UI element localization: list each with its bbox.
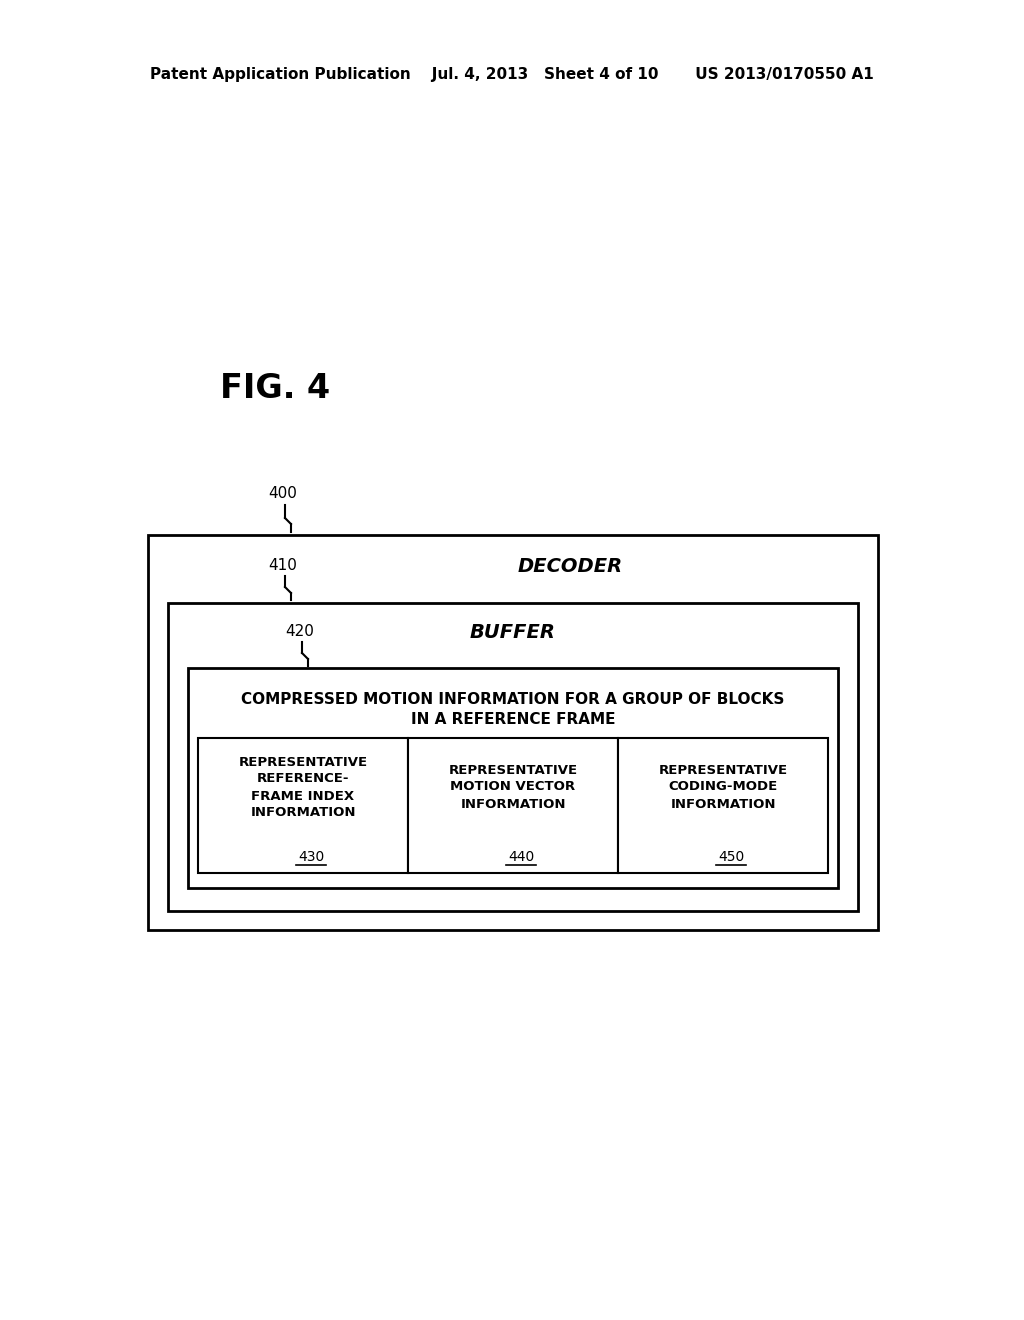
Text: 410: 410 [268,558,297,573]
Text: Patent Application Publication    Jul. 4, 2013   Sheet 4 of 10       US 2013/017: Patent Application Publication Jul. 4, 2… [151,67,873,82]
Text: FRAME INDEX: FRAME INDEX [252,789,354,803]
Bar [408,738,618,873]
Text: MOTION VECTOR: MOTION VECTOR [451,780,575,793]
Bar [188,668,838,888]
Text: 440: 440 [508,850,535,865]
Bar [148,535,878,931]
Text: IN A REFERENCE FRAME: IN A REFERENCE FRAME [411,713,615,727]
Text: INFORMATION: INFORMATION [460,797,565,810]
Bar [618,738,828,873]
Text: FIG. 4: FIG. 4 [220,371,330,404]
Text: INFORMATION: INFORMATION [671,797,776,810]
Text: 400: 400 [268,486,297,500]
Text: INFORMATION: INFORMATION [250,807,355,820]
Text: REPRESENTATIVE: REPRESENTATIVE [449,763,578,776]
Text: REPRESENTATIVE: REPRESENTATIVE [658,763,787,776]
Text: 450: 450 [718,850,744,865]
Text: DECODER: DECODER [517,557,623,576]
Text: REPRESENTATIVE: REPRESENTATIVE [239,755,368,768]
Bar [198,738,408,873]
Text: 430: 430 [298,850,325,865]
Text: 420: 420 [285,624,314,639]
Text: REFERENCE-: REFERENCE- [257,772,349,785]
Text: BUFFER: BUFFER [470,623,556,642]
Text: CODING-MODE: CODING-MODE [669,780,777,793]
Text: COMPRESSED MOTION INFORMATION FOR A GROUP OF BLOCKS: COMPRESSED MOTION INFORMATION FOR A GROU… [242,693,784,708]
Bar [168,603,858,911]
